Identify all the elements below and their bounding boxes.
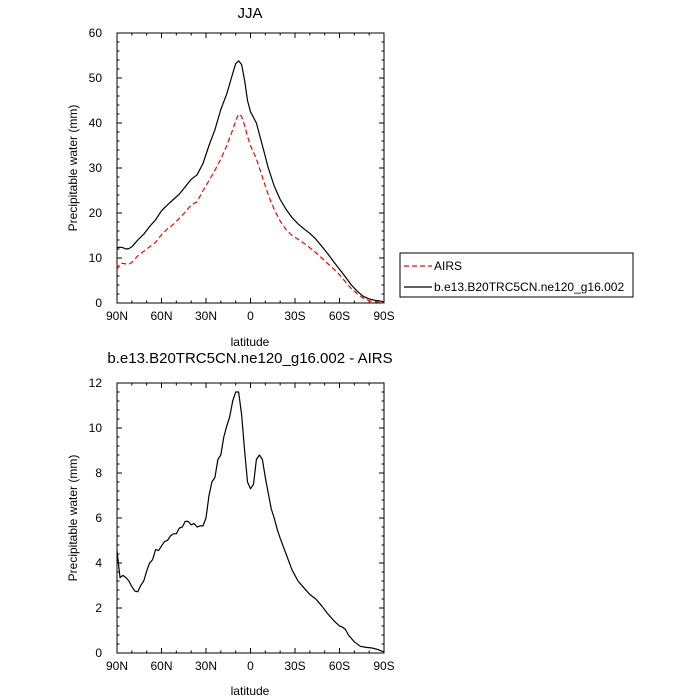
bottom-x-tick-label: 30N [195, 659, 217, 673]
bottom-y-tick-label: 0 [95, 646, 102, 660]
bottom-y-tick-label: 10 [89, 421, 103, 435]
top-series-line-b-e13-b20trc5cn-ne120-g16-002 [116, 60, 385, 303]
top-y-tick-label: 0 [95, 296, 102, 310]
top-y-tick-label: 30 [89, 161, 103, 175]
top-y-tick-label: 20 [89, 206, 103, 220]
top-x-tick-label: 30N [195, 309, 217, 323]
bottom-x-tick-label: 30S [284, 659, 305, 673]
legend-box [399, 252, 634, 298]
top-chart-legend: AIRS b.e13.B20TRC5CN.ne120_g16.002 [399, 252, 634, 298]
bottom-x-tick-label: 60N [150, 659, 172, 673]
bottom-y-tick-label: 12 [89, 376, 103, 390]
legend-airs-label: AIRS [434, 259, 462, 273]
bottom-x-tick-label: 60S [329, 659, 350, 673]
top-x-tick-label: 90S [373, 309, 394, 323]
bottom-chart-y-axis-label: Precipitable water (mm) [66, 455, 80, 582]
top-chart-x-axis-label: latitude [231, 335, 270, 349]
bottom-chart-series [116, 391, 385, 653]
top-x-tick-label: 30S [284, 309, 305, 323]
legend-model-label: b.e13.B20TRC5CN.ne120_g16.002 [434, 280, 624, 294]
bottom-x-tick-label: 0 [247, 659, 254, 673]
top-chart-series [116, 60, 385, 304]
top-chart-plot-frame [116, 32, 385, 304]
top-x-tick-label: 60N [150, 309, 172, 323]
bottom-y-tick-label: 4 [95, 556, 102, 570]
top-x-tick-label: 90N [106, 309, 128, 323]
top-y-tick-label: 40 [89, 116, 103, 130]
bottom-series-line-b-e13-b20trc5cn-ne120-g16-002-airs [116, 391, 385, 653]
bottom-chart-plot-frame [116, 382, 385, 654]
bottom-chart-ticks: 90N 60N 30N 0 30S 60S 90S 0 2 4 6 8 10 12 [89, 376, 395, 673]
top-chart-title: JJA [237, 5, 262, 22]
bottom-chart-title: b.e13.B20TRC5CN.ne120_g16.002 - AIRS [107, 350, 392, 367]
top-chart-panel: JJA 90N 60N 30N 0 30S 60S 90S 0 10 20 30 40 50 60 lat… [66, 5, 395, 349]
bottom-y-tick-label: 6 [95, 511, 102, 525]
bottom-y-tick-label: 2 [95, 601, 102, 615]
top-y-tick-label: 10 [89, 251, 103, 265]
bottom-x-tick-label: 90N [106, 659, 128, 673]
top-y-tick-label: 60 [89, 26, 103, 40]
top-chart-ticks: 90N 60N 30N 0 30S 60S 90S 0 10 20 30 40 50 60 [89, 26, 395, 323]
bottom-x-tick-label: 90S [373, 659, 394, 673]
bottom-chart-x-axis-label: latitude [231, 684, 270, 698]
top-x-tick-label: 0 [247, 309, 254, 323]
top-y-tick-label: 50 [89, 71, 103, 85]
bottom-chart-panel: b.e13.B20TRC5CN.ne120_g16.002 - AIRS 90N… [66, 350, 395, 698]
bottom-y-tick-label: 8 [95, 466, 102, 480]
top-x-tick-label: 60S [329, 309, 350, 323]
top-chart-y-axis-label: Precipitable water (mm) [66, 105, 80, 232]
